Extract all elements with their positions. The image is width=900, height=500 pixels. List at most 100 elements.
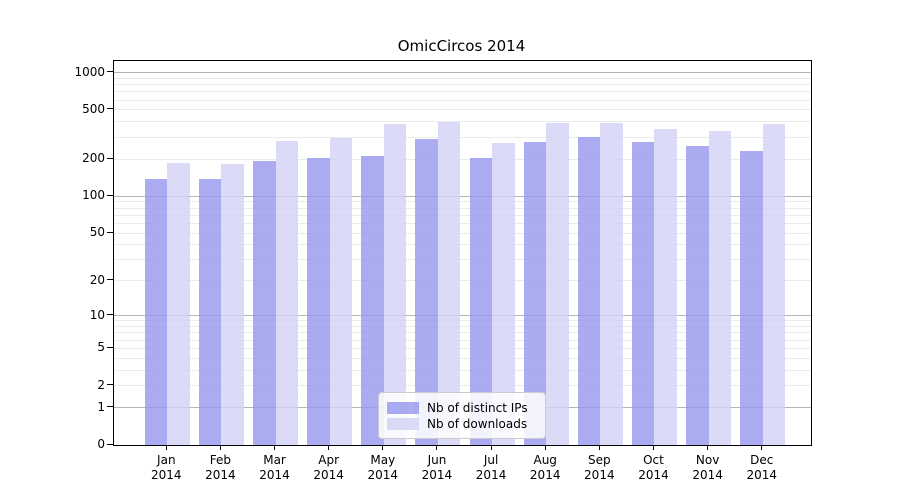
legend-label-distinct-ips: Nb of distinct IPs — [427, 400, 528, 415]
y-axis-tick-label-100: 100 — [82, 188, 105, 203]
minor-gridline-700 — [114, 91, 811, 93]
legend-swatch-downloads — [387, 417, 419, 430]
x-axis-tick-label-dec: Dec 2014 — [746, 453, 777, 482]
y-tick-mark-0 — [107, 443, 113, 445]
y-axis-tick-label-0: 0 — [97, 437, 105, 451]
x-tick-mark-sep — [598, 445, 600, 450]
minor-gridline-90 — [114, 201, 811, 203]
y-tick-mark-500 — [107, 108, 113, 110]
x-axis-tick-label-nov: Nov 2014 — [692, 453, 723, 482]
y-axis-tick-label-50: 50 — [89, 225, 105, 240]
plot-area: Nb of distinct IPs Nb of downloads — [113, 60, 812, 446]
bar-downloads-oct — [654, 128, 677, 445]
y-axis-tick-label-1: 1 — [97, 399, 105, 414]
y-axis-tick-label-20: 20 — [89, 272, 105, 287]
bar-distinct-ips-sep — [577, 136, 601, 445]
y-axis-tick-label-200: 200 — [82, 151, 105, 166]
bar-distinct-ips-nov — [686, 145, 709, 445]
x-tick-mark-mar — [274, 445, 276, 450]
bar-downloads-feb — [221, 163, 244, 445]
x-axis-tick-label-feb: Feb 2014 — [205, 453, 236, 482]
bar-downloads-aug — [546, 123, 569, 445]
minor-gridline-60 — [114, 222, 811, 224]
minor-gridline-20 — [114, 280, 811, 282]
bar-downloads-jan — [167, 163, 190, 445]
major-gridline-1000 — [114, 72, 811, 74]
bar-distinct-ips-feb — [198, 179, 222, 445]
x-tick-mark-apr — [328, 445, 330, 450]
y-tick-mark-5 — [107, 346, 113, 348]
y-axis-tick-label-5: 5 — [97, 340, 105, 355]
x-axis-tick-label-jun: Jun 2014 — [421, 453, 453, 482]
x-tick-mark-dec — [761, 445, 763, 450]
bar-downloads-mar — [275, 140, 299, 445]
chart-title: OmicCircos 2014 — [397, 37, 526, 55]
bar-downloads-sep — [600, 122, 623, 445]
x-axis-tick-label-oct: Oct 2014 — [638, 453, 669, 482]
y-axis-tick-label-1000: 1000 — [74, 64, 105, 79]
y-axis-tick-label-2: 2 — [97, 377, 105, 392]
minor-gridline-3 — [114, 369, 811, 371]
y-tick-mark-10 — [107, 314, 113, 316]
bar-downloads-jul — [492, 143, 515, 445]
legend: Nb of distinct IPs Nb of downloads — [378, 392, 546, 439]
bar-downloads-apr — [329, 137, 353, 445]
bar-downloads-dec — [762, 124, 786, 445]
major-gridline-10 — [114, 315, 811, 317]
y-axis-tick-label-10: 10 — [89, 307, 105, 322]
minor-gridline-8 — [114, 326, 811, 328]
minor-gridline-800 — [114, 84, 811, 86]
x-axis-tick-label-aug: Aug 2014 — [529, 453, 561, 482]
x-axis-tick-label-may: May 2014 — [367, 453, 399, 482]
minor-gridline-40 — [114, 244, 811, 246]
bar-downloads-nov — [708, 131, 732, 445]
minor-gridline-900 — [114, 77, 811, 79]
x-tick-mark-nov — [707, 445, 709, 450]
minor-gridline-7 — [114, 332, 811, 334]
bar-distinct-ips-oct — [631, 141, 655, 445]
x-tick-mark-jun — [436, 445, 438, 450]
major-gridline-100 — [114, 195, 811, 197]
x-tick-mark-aug — [544, 445, 546, 450]
y-tick-mark-20 — [107, 279, 113, 281]
bar-distinct-ips-may — [361, 156, 384, 445]
y-tick-mark-100 — [107, 194, 113, 196]
x-axis-tick-label-apr: Apr 2014 — [313, 453, 344, 482]
y-tick-mark-2 — [107, 384, 113, 386]
minor-gridline-2 — [114, 385, 811, 387]
minor-gridline-70 — [114, 214, 811, 216]
minor-gridline-4 — [114, 357, 811, 359]
minor-gridline-200 — [114, 158, 811, 160]
minor-gridline-300 — [114, 136, 811, 138]
bar-distinct-ips-jul — [469, 157, 493, 445]
x-tick-mark-jul — [490, 445, 492, 450]
bar-distinct-ips-jan — [144, 179, 168, 445]
x-tick-mark-jan — [165, 445, 167, 450]
x-axis-tick-label-jul: Jul 2014 — [475, 453, 507, 482]
bar-downloads-jun — [437, 121, 461, 445]
y-axis-tick-label-500: 500 — [82, 101, 105, 116]
minor-gridline-6 — [114, 339, 811, 341]
x-tick-mark-may — [382, 445, 384, 450]
legend-row-downloads: Nb of downloads — [387, 416, 537, 431]
x-axis-tick-label-sep: Sep 2014 — [584, 453, 615, 482]
bar-distinct-ips-mar — [253, 160, 276, 445]
x-axis-tick-label-jan: Jan 2014 — [151, 453, 182, 482]
y-tick-mark-200 — [107, 157, 113, 159]
y-tick-mark-50 — [107, 231, 113, 233]
x-tick-mark-feb — [219, 445, 221, 450]
legend-swatch-distinct-ips — [387, 401, 419, 414]
bar-distinct-ips-apr — [307, 157, 330, 445]
y-tick-mark-1 — [107, 406, 113, 408]
minor-gridline-50 — [114, 232, 811, 234]
minor-gridline-500 — [114, 109, 811, 111]
legend-label-downloads: Nb of downloads — [427, 416, 528, 431]
minor-gridline-600 — [114, 99, 811, 101]
minor-gridline-80 — [114, 207, 811, 209]
y-tick-mark-1000 — [107, 71, 113, 73]
legend-row-distinct-ips: Nb of distinct IPs — [387, 400, 537, 415]
bar-downloads-may — [383, 124, 407, 445]
minor-gridline-5 — [114, 347, 811, 349]
bar-distinct-ips-jun — [415, 139, 438, 445]
